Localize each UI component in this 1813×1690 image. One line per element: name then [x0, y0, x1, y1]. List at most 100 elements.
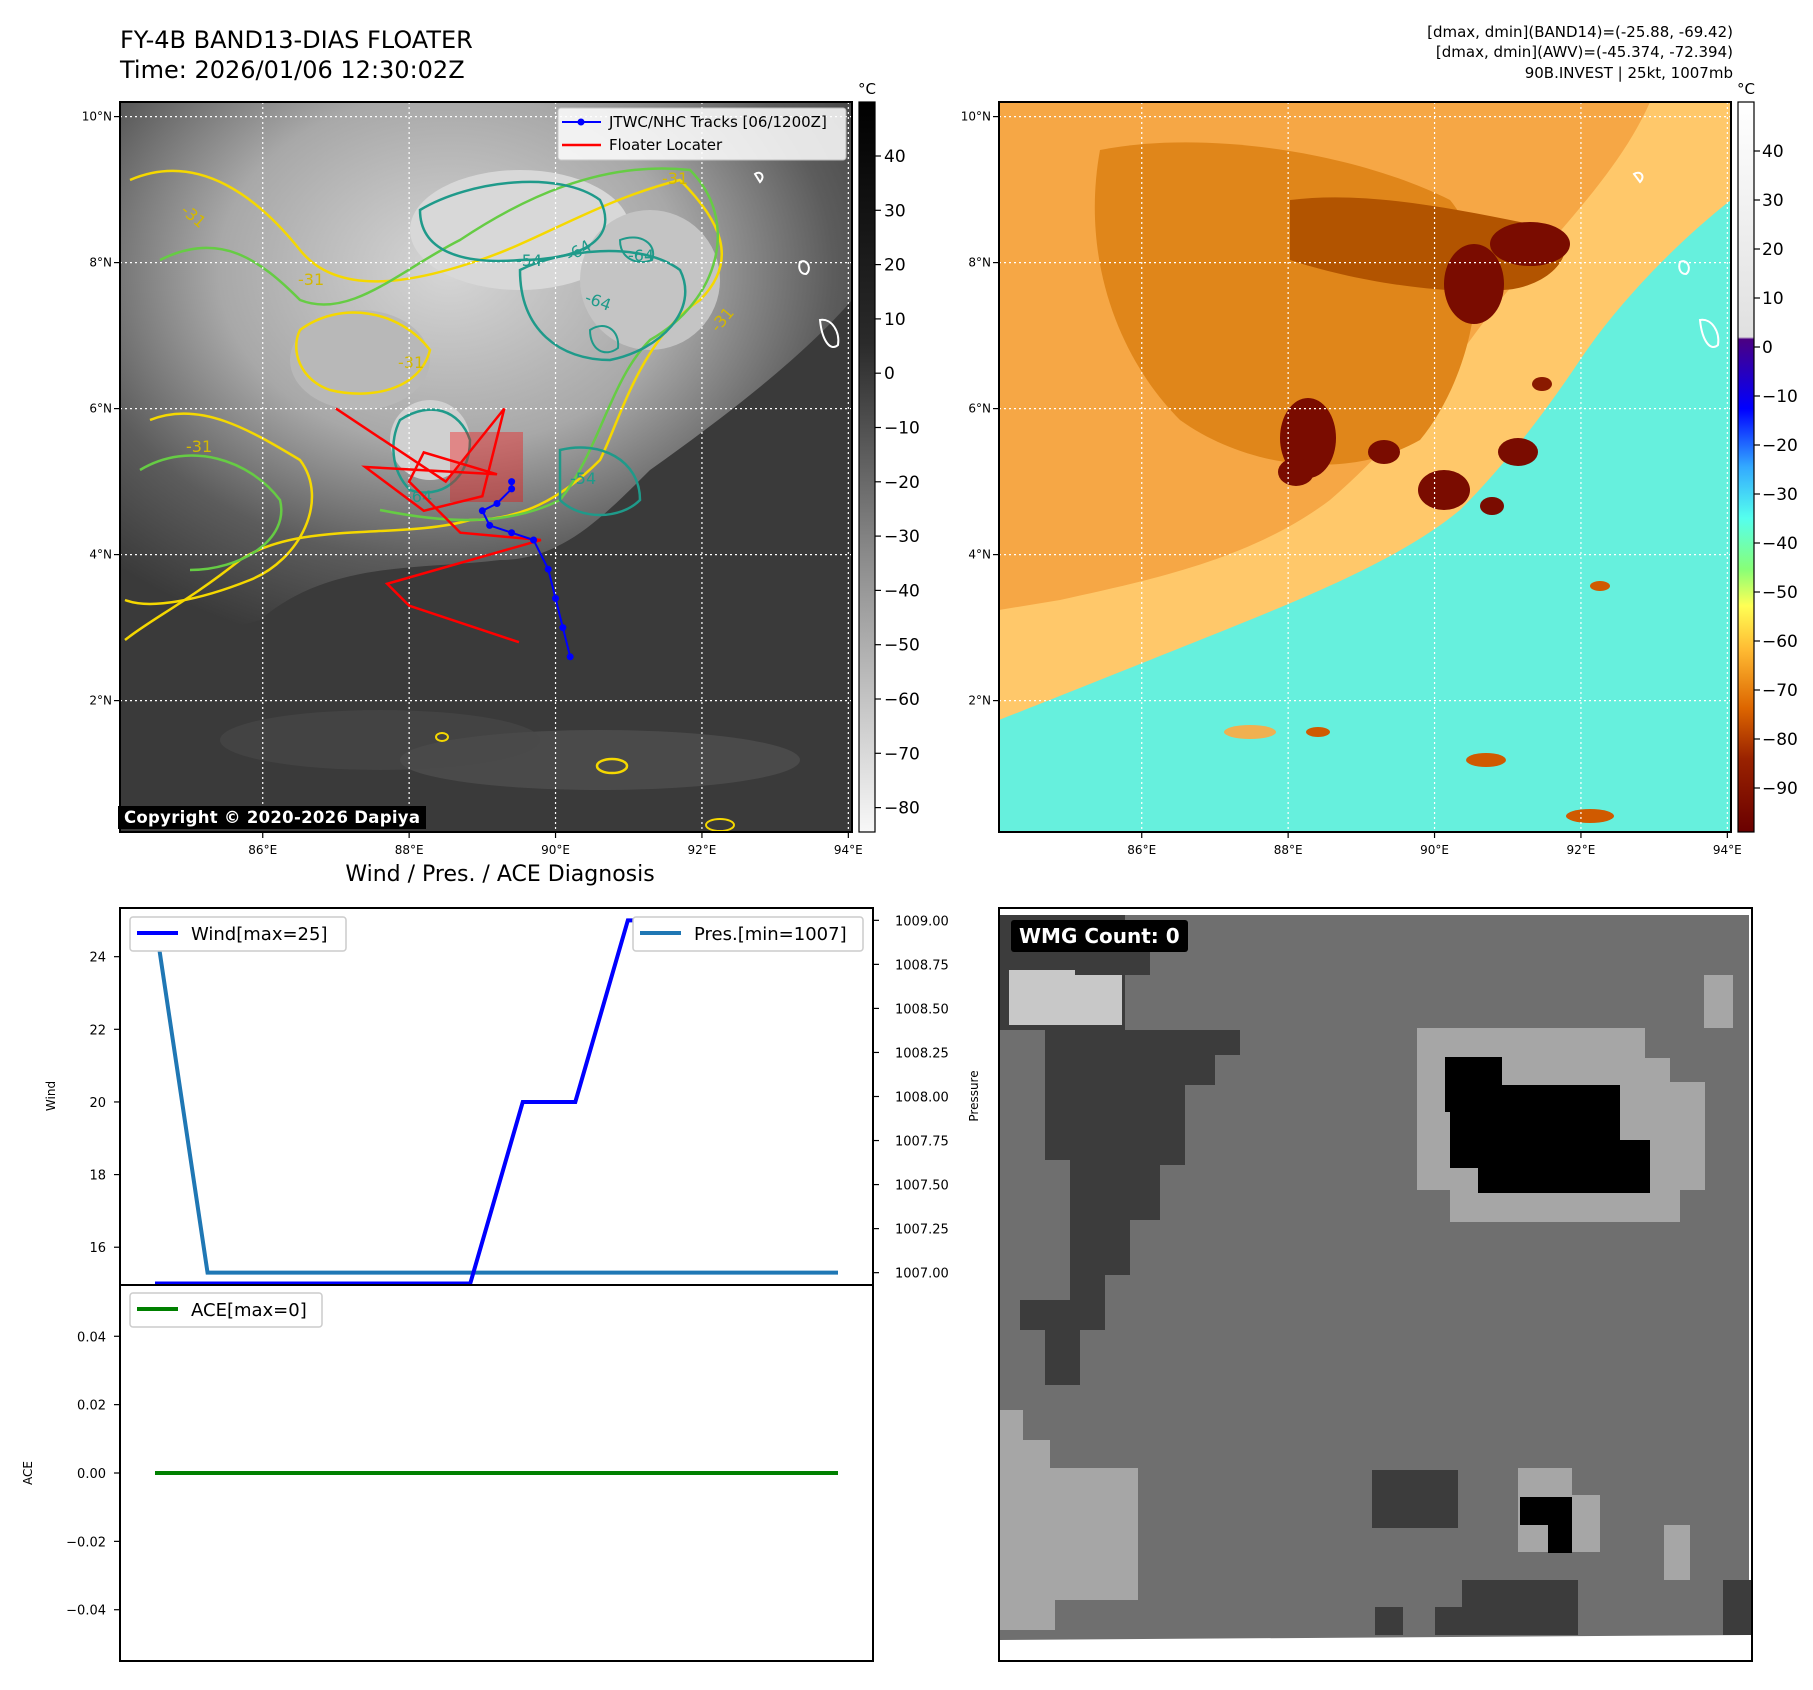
wmg-panel — [998, 907, 1753, 1662]
ace-tick-label: 0.02 — [77, 1399, 106, 1414]
track-point — [552, 594, 560, 602]
ir-colorbar: °C 40 30 20 10 0 −10 −20 −30 −40 −50 −60 −70 −80 — [858, 80, 920, 833]
lon-tick-label: 88°E — [1274, 843, 1303, 857]
lon-tick-label: 86°E — [248, 843, 277, 857]
colorbar-tick-label: 40 — [884, 147, 906, 167]
wind-tick-label: 16 — [89, 1241, 106, 1256]
pressure-tick-label: 1008.00 — [895, 1091, 949, 1106]
colorbar-tick-label: −30 — [1762, 485, 1798, 505]
colorbar-tick-label: 40 — [1762, 142, 1784, 162]
color-colorbar-unit: °C — [1737, 80, 1755, 98]
track-point — [544, 565, 552, 573]
pressure-tick-label: 1007.75 — [895, 1135, 949, 1150]
lon-tick-label: 92°E — [1567, 843, 1596, 857]
contour-label: -54 — [570, 469, 596, 488]
contour-label: -31 — [298, 270, 324, 289]
lat-tick-label: 8°N — [89, 256, 112, 270]
pressure-tick-label: 1008.50 — [895, 1002, 949, 1017]
ir-track-lines — [335, 407, 574, 661]
pressure-line — [153, 920, 838, 1275]
floater-locater-line — [335, 407, 542, 644]
contour-label: -64 — [628, 246, 654, 265]
colorbar-tick-label: −50 — [1762, 583, 1798, 603]
track-legend: JTWC/NHC Tracks [06/1200Z] Floater Locat… — [557, 107, 847, 161]
ace-tick-label: 0.04 — [77, 1330, 106, 1345]
track-point — [508, 529, 516, 537]
ir-axis-ticks: 86°E 88°E 90°E 92°E 94°E 10°N 8°N 6°N 4°N 2°N — [82, 110, 863, 857]
figure-title: FY-4B BAND13-DIAS FLOATER — [120, 26, 473, 54]
track-point — [508, 485, 516, 493]
track-point — [493, 500, 501, 507]
legend-ace: ACE[max=0] — [191, 1300, 307, 1321]
colorbar-tick-label: −20 — [1762, 436, 1798, 456]
color-map-frame — [998, 101, 1732, 833]
ace-tick-label: −0.02 — [66, 1535, 106, 1550]
lon-tick-label: 86°E — [1127, 843, 1156, 857]
wind-axis-ticks: 16 18 20 22 24 — [89, 951, 120, 1256]
ace-axis-label: ACE — [21, 1461, 35, 1485]
diagnosis-title: Wind / Pres. / ACE Diagnosis — [345, 862, 655, 887]
colorbar-tick-label: −70 — [1762, 681, 1798, 701]
track-point — [478, 507, 486, 515]
colorbar-tick-label: −40 — [884, 581, 920, 601]
wind-legend: Wind[max=25] — [129, 916, 347, 952]
colorbar-tick-label: 20 — [884, 256, 906, 276]
colorbar-tick-label: 0 — [1762, 338, 1773, 358]
lon-tick-label: 94°E — [834, 843, 863, 857]
wind-tick-label: 24 — [89, 951, 106, 966]
wmg-grid — [999, 915, 1752, 1640]
pressure-tick-label: 1008.25 — [895, 1046, 949, 1061]
lon-tick-label: 94°E — [1713, 843, 1742, 857]
colorbar-tick-label: −60 — [884, 690, 920, 710]
pressure-axis-label: Pressure — [967, 1070, 981, 1121]
colorbar-tick-label: −80 — [1762, 730, 1798, 750]
colorbar-tick-label: 0 — [884, 364, 895, 384]
colorbar-tick-label: 30 — [884, 201, 906, 221]
colorbar-tick-label: −40 — [1762, 534, 1798, 554]
track-point — [559, 624, 567, 632]
lon-tick-label: 92°E — [688, 843, 717, 857]
legend-track-marker — [577, 118, 585, 126]
ir-colorbar-unit: °C — [858, 80, 876, 98]
colorbar-tick-label: −30 — [884, 527, 920, 547]
pressure-tick-label: 1007.25 — [895, 1223, 949, 1238]
lon-tick-label: 88°E — [395, 843, 424, 857]
color-axis-ticks: 86°E 88°E 90°E 92°E 94°E 10°N 8°N 6°N 4°N 2°N — [961, 110, 1742, 857]
ace-axis-ticks: 0.04 0.02 0.00 −0.02 −0.04 — [66, 1330, 120, 1619]
colorbar-tick-label: 20 — [1762, 240, 1784, 260]
colorbar-tick-label: −70 — [884, 744, 920, 764]
color-map-panel: 86°E 88°E 90°E 92°E 94°E 10°N 8°N 6°N 4°N 2°N — [961, 101, 1742, 857]
lat-tick-label: 6°N — [89, 402, 112, 416]
colorbar-tick-label: −60 — [1762, 632, 1798, 652]
track-point — [530, 536, 538, 544]
wind-tick-label: 20 — [89, 1096, 106, 1111]
lat-tick-label: 2°N — [968, 694, 991, 708]
track-point — [508, 478, 516, 486]
figure-time: Time: 2026/01/06 12:30:02Z — [120, 56, 465, 84]
pressure-tick-label: 1008.75 — [895, 958, 949, 973]
colorbar-tick-label: 10 — [884, 310, 906, 330]
band14-range: [dmax, dmin](BAND14)=(-25.88, -69.42) — [1427, 23, 1733, 41]
colorbar-tick-label: −80 — [884, 799, 920, 819]
ace-legend: ACE[max=0] — [129, 1292, 323, 1328]
track-point — [566, 653, 574, 661]
colorbar-tick-label: −10 — [1762, 387, 1798, 407]
pressure-tick-label: 1007.50 — [895, 1179, 949, 1194]
awv-range: [dmax, dmin](AWV)=(-45.374, -72.394) — [1435, 43, 1733, 61]
pressure-tick-label: 1009.00 — [895, 914, 949, 929]
lat-tick-label: 2°N — [89, 694, 112, 708]
colorbar-tick-label: −50 — [884, 636, 920, 656]
wind-axis-label: Wind — [44, 1081, 58, 1111]
lat-tick-label: 4°N — [968, 548, 991, 562]
colorbar-tick-label: 10 — [1762, 289, 1784, 309]
wind-tick-label: 22 — [89, 1023, 106, 1038]
ace-panel: ACE 0.04 0.02 0.00 −0.02 −0.04 ACE[max=0] — [21, 1284, 874, 1662]
pressure-axis-ticks: 1007.00 1007.25 1007.50 1007.75 1008.00 1008.… — [873, 914, 949, 1282]
lon-tick-label: 90°E — [1420, 843, 1449, 857]
lat-tick-label: 10°N — [961, 110, 991, 124]
colorbar-tick-label: −90 — [1762, 779, 1798, 799]
color-colorbar: °C 40 30 20 10 0 −10 −20 −30 −40 −50 −60 −70 −80 −90 — [1737, 80, 1798, 833]
wind-tick-label: 18 — [89, 1169, 106, 1184]
